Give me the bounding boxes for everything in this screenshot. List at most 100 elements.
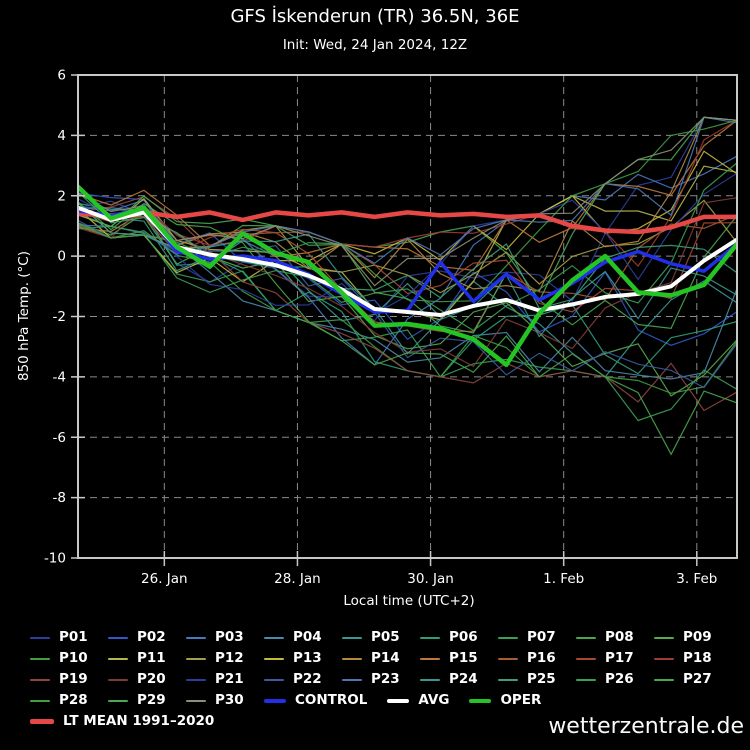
watermark: wetterzentrale.de bbox=[548, 714, 744, 739]
legend-item-p05: P05 bbox=[342, 630, 420, 645]
y-tick-label: 2 bbox=[57, 188, 66, 204]
y-tick-label: -10 bbox=[44, 551, 66, 567]
legend-label: P09 bbox=[683, 629, 712, 645]
x-tick-label: 30. Jan bbox=[407, 571, 454, 587]
legend-item-p30: P30 bbox=[186, 693, 264, 708]
member-line-p26 bbox=[78, 162, 737, 332]
legend-item-control: CONTROL bbox=[264, 693, 367, 708]
legend-label: P02 bbox=[137, 629, 166, 645]
legend-item-p01: P01 bbox=[30, 630, 108, 645]
main-series bbox=[78, 184, 737, 368]
legend-label: P24 bbox=[449, 671, 478, 687]
page-title: GFS İskenderun (TR) 36.5N, 36E bbox=[230, 6, 520, 27]
gridlines bbox=[78, 75, 737, 558]
y-tick-label: -6 bbox=[53, 430, 66, 446]
legend-item-p10: P10 bbox=[30, 651, 108, 666]
legend-swatch bbox=[264, 657, 284, 660]
legend-swatch bbox=[30, 699, 50, 702]
member-line-p19 bbox=[78, 196, 737, 412]
legend-item-p11: P11 bbox=[108, 651, 186, 666]
legend-swatch bbox=[498, 636, 518, 639]
legend-item-p23: P23 bbox=[342, 672, 420, 687]
legend-item-p04: P04 bbox=[264, 630, 342, 645]
legend-swatch bbox=[654, 678, 674, 681]
legend-swatch bbox=[108, 678, 128, 681]
y-tick-label: -2 bbox=[53, 309, 66, 325]
legend-label: P10 bbox=[59, 650, 88, 666]
legend-row-2: P10 P11 P12 P13 P14 P15 P16 P17 P18 bbox=[30, 651, 734, 666]
legend-swatch bbox=[576, 636, 596, 639]
legend-swatch bbox=[342, 636, 362, 639]
legend-swatch bbox=[30, 636, 50, 639]
legend-swatch bbox=[469, 698, 492, 703]
x-tick-label: 28. Jan bbox=[274, 571, 321, 587]
y-axis-label: 850 hPa Temp. (°C) bbox=[16, 251, 32, 381]
legend-swatch bbox=[30, 719, 54, 724]
member-line-p29 bbox=[78, 116, 737, 334]
legend-swatch bbox=[576, 678, 596, 681]
legend-swatch bbox=[576, 657, 596, 660]
series-line-avg bbox=[78, 205, 737, 317]
ensemble-members bbox=[78, 116, 737, 456]
member-line-p17 bbox=[78, 211, 737, 313]
legend-swatch bbox=[186, 636, 206, 639]
legend-item-p27: P27 bbox=[654, 672, 732, 687]
chart-subtitle: Init: Wed, 24 Jan 2024, 12Z bbox=[282, 37, 468, 53]
legend-swatch bbox=[186, 657, 206, 660]
legend-label: P11 bbox=[137, 650, 166, 666]
legend-item-p24: P24 bbox=[420, 672, 498, 687]
member-line-p08 bbox=[78, 211, 737, 329]
x-axis-label: Local time (UTC+2) bbox=[343, 593, 475, 609]
legend-label: P18 bbox=[683, 650, 712, 666]
series-line-oper bbox=[78, 184, 737, 368]
legend-item-p17: P17 bbox=[576, 651, 654, 666]
legend-item-p03: P03 bbox=[186, 630, 264, 645]
legend-item-p06: P06 bbox=[420, 630, 498, 645]
legend-swatch bbox=[30, 678, 50, 681]
legend-swatch bbox=[420, 678, 440, 681]
legend-label: P13 bbox=[293, 650, 322, 666]
member-line-p03 bbox=[78, 155, 737, 366]
y-tick-label: 0 bbox=[57, 249, 66, 265]
legend-item-p14: P14 bbox=[342, 651, 420, 666]
legend-item-p29: P29 bbox=[108, 693, 186, 708]
legend-item-p25: P25 bbox=[498, 672, 576, 687]
y-tick-label: -8 bbox=[53, 490, 66, 506]
legend-row-3: P19 P20 P21 P22 P23 P24 P25 P26 P27 bbox=[30, 672, 734, 687]
legend-row-4: P28 P29 P30 CONTROL AVG OPER bbox=[30, 693, 734, 708]
legend-label: P08 bbox=[605, 629, 634, 645]
legend-swatch bbox=[387, 698, 410, 703]
legend-item-p09: P09 bbox=[654, 630, 732, 645]
legend-item-p19: P19 bbox=[30, 672, 108, 687]
legend-label: P17 bbox=[605, 650, 634, 666]
axis-ticks: 6 4 2 0 -2 -4 -6 -8 -10 26. Jan 28. Jan 30. Jan 1. F… bbox=[44, 68, 717, 588]
legend-item-p12: P12 bbox=[186, 651, 264, 666]
y-tick-label: 4 bbox=[57, 128, 66, 144]
member-line-p07 bbox=[78, 225, 737, 422]
legend-label: P19 bbox=[59, 671, 88, 687]
legend-item-p07: P07 bbox=[498, 630, 576, 645]
legend-label: P22 bbox=[293, 671, 322, 687]
meteogram-chart: 6 4 2 0 -2 -4 -6 -8 -10 26. Jan 28. Jan 30. Jan 1. F… bbox=[44, 68, 738, 588]
legend-item-p02: P02 bbox=[108, 630, 186, 645]
legend-label: P06 bbox=[449, 629, 478, 645]
legend-swatch bbox=[498, 678, 518, 681]
legend-label: P27 bbox=[683, 671, 712, 687]
member-line-p05 bbox=[78, 202, 737, 378]
legend-item-p20: P20 bbox=[108, 672, 186, 687]
legend-swatch bbox=[108, 657, 128, 660]
member-line-p21 bbox=[78, 172, 737, 315]
legend-label: P07 bbox=[527, 629, 556, 645]
legend-label: P16 bbox=[527, 650, 556, 666]
legend-swatch bbox=[342, 657, 362, 660]
legend-label: P28 bbox=[59, 692, 88, 708]
x-tick-label: 3. Feb bbox=[676, 571, 717, 587]
series-line-lt-mean-1991-2020 bbox=[78, 210, 737, 235]
legend-label: P04 bbox=[293, 629, 322, 645]
legend-swatch bbox=[654, 636, 674, 639]
legend-label: P20 bbox=[137, 671, 166, 687]
legend-swatch bbox=[30, 657, 50, 660]
legend-label: P12 bbox=[215, 650, 244, 666]
y-tick-label: -4 bbox=[53, 369, 66, 385]
legend-label: P29 bbox=[137, 692, 166, 708]
